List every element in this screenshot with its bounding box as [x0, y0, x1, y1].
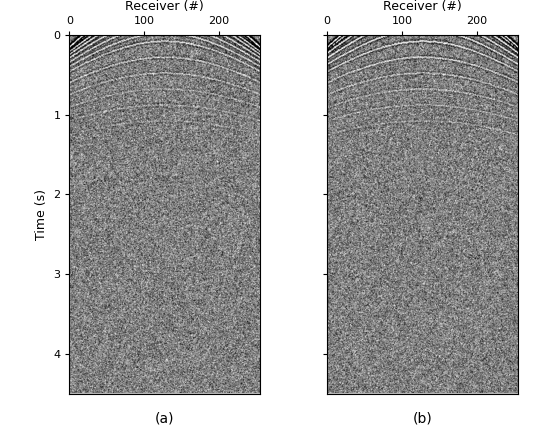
Y-axis label: Time (s): Time (s) [35, 189, 48, 240]
Text: (a): (a) [155, 412, 175, 426]
Text: (b): (b) [413, 412, 433, 426]
X-axis label: Receiver (#): Receiver (#) [383, 0, 462, 13]
X-axis label: Receiver (#): Receiver (#) [125, 0, 204, 13]
